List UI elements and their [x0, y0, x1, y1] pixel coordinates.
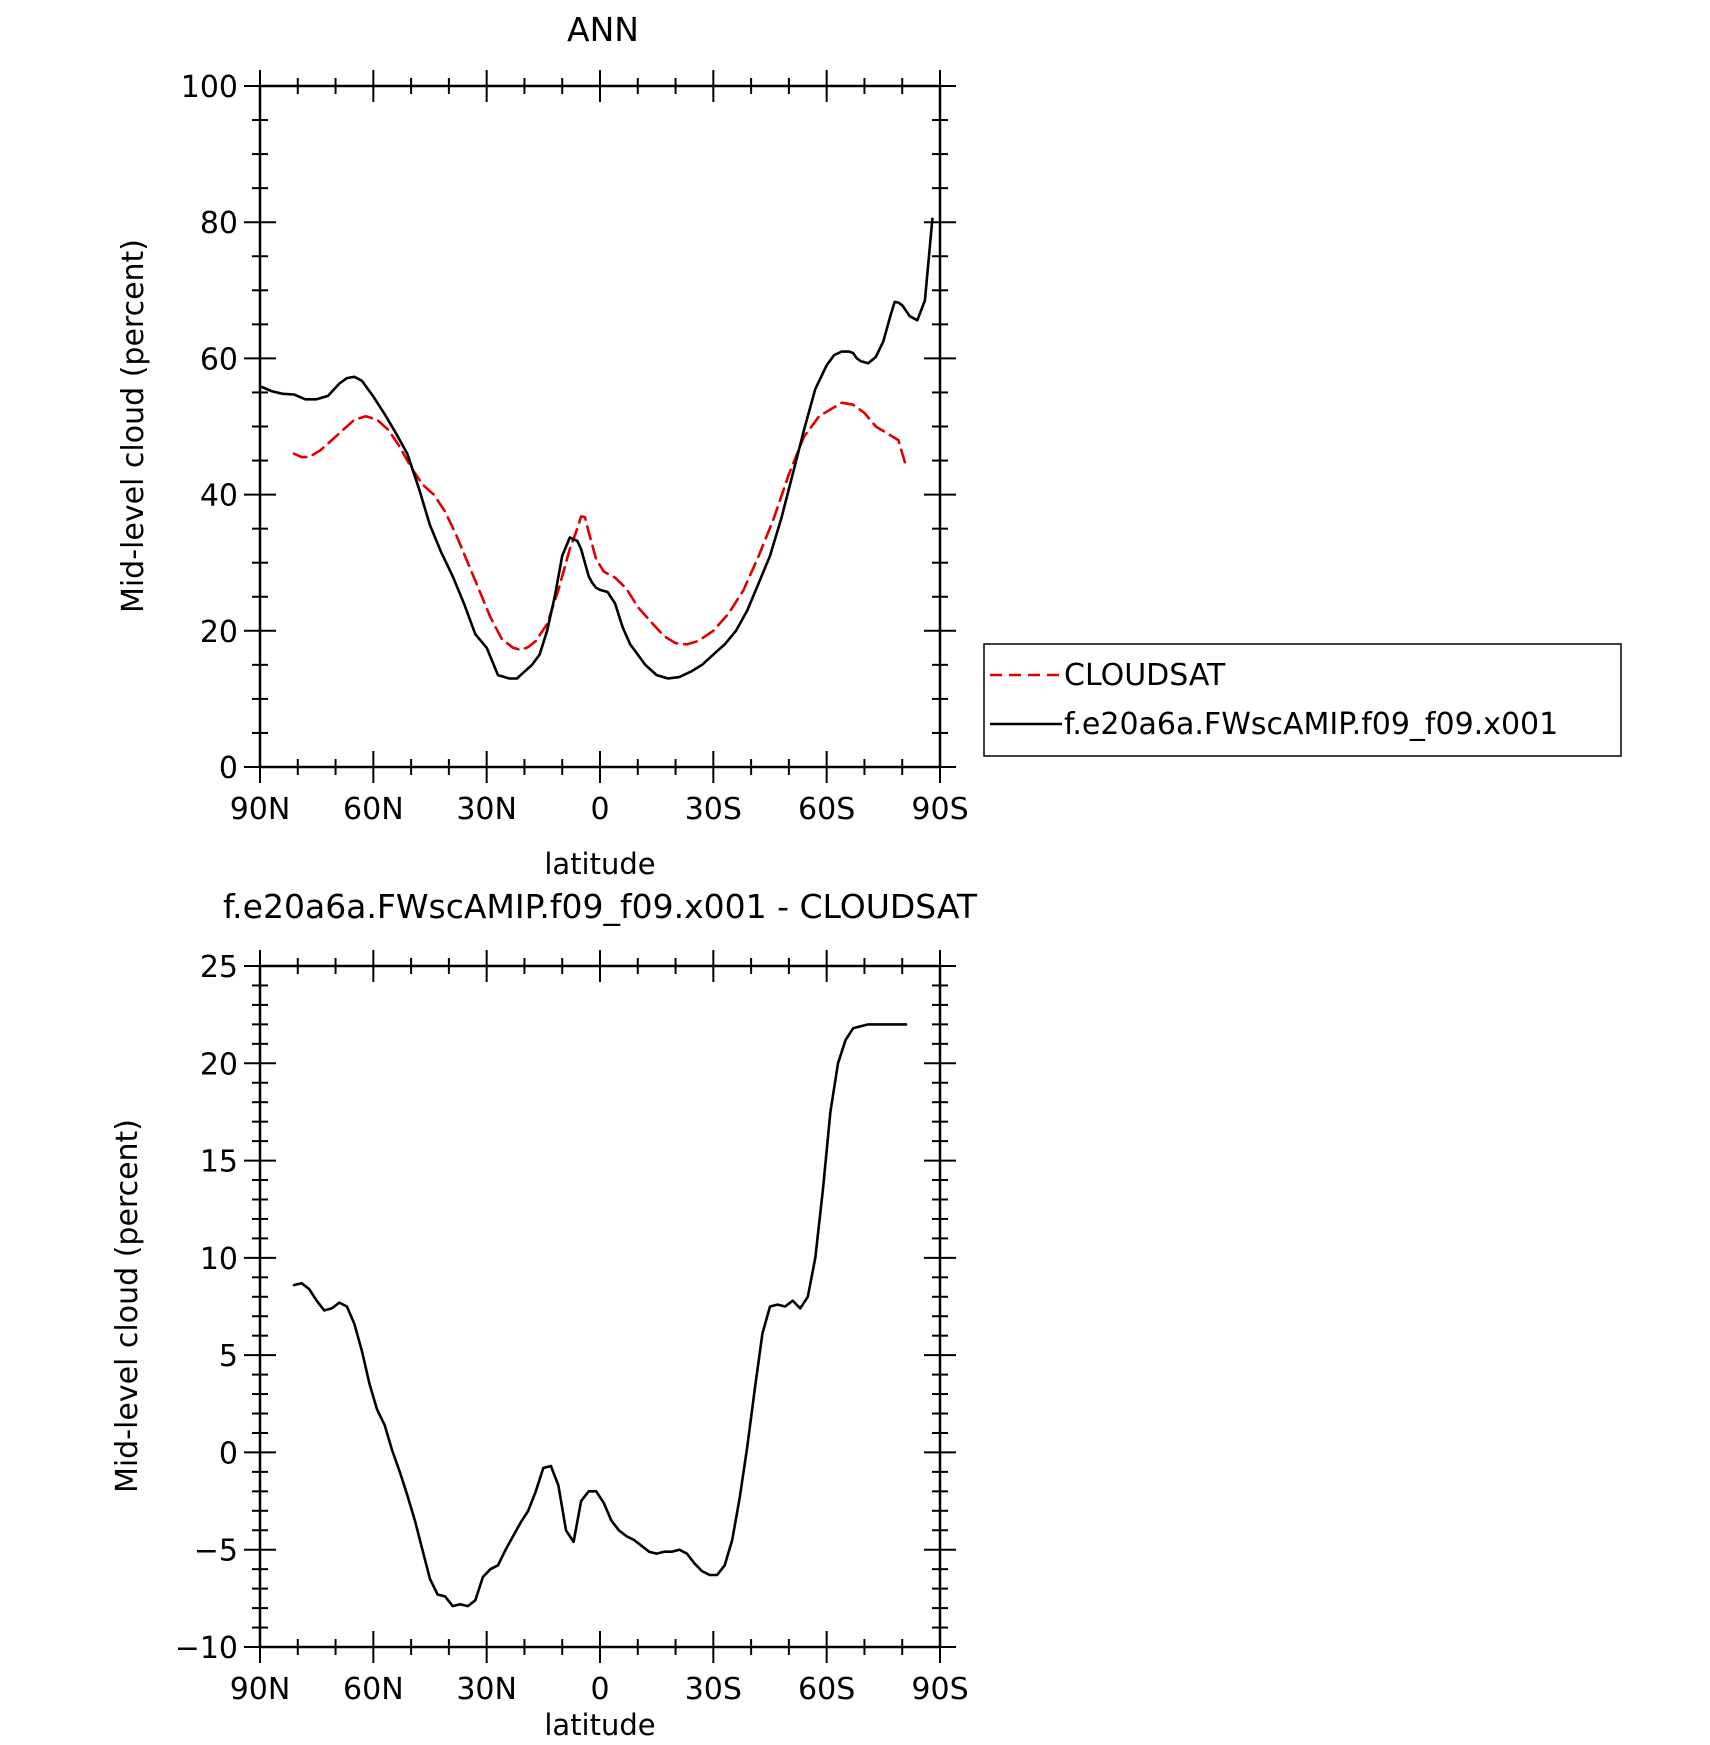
x-tick-label: 60S [798, 1672, 855, 1707]
x-tick-label: 0 [590, 1672, 609, 1707]
y-tick-label: −5 [194, 1534, 238, 1569]
panel-difference: f.e20a6a.FWscAMIP.f09_f09.x001 - CLOUDSA… [110, 887, 978, 1742]
x-tick-label: 60S [798, 792, 855, 827]
series-line-1 [260, 217, 934, 680]
series-line-0 [292, 1023, 908, 1608]
y-tick-label: 60 [200, 342, 238, 377]
x-tick-label: 30S [685, 1672, 742, 1707]
legend-label-cloudsat: CLOUDSAT [1064, 658, 1226, 693]
axis-ticks [244, 70, 956, 783]
x-tick-label: 30S [685, 792, 742, 827]
legend-label-model: f.e20a6a.FWscAMIP.f09_f09.x001 [1064, 707, 1558, 742]
y-tick-label: 10 [200, 1242, 238, 1277]
y-tick-label: 0 [219, 751, 238, 786]
x-tick-label: 90S [911, 1672, 968, 1707]
x-tick-label: 60N [343, 792, 404, 827]
plot-frame [258, 84, 942, 769]
y-axis-label: Mid-level cloud (percent) [110, 1119, 145, 1493]
x-tick-labels: 90N 60N 30N 0 30S 60S 90S [230, 792, 969, 827]
y-tick-labels: 0 20 40 60 80 100 [181, 70, 238, 786]
y-tick-label: 0 [219, 1436, 238, 1471]
chart-title: f.e20a6a.FWscAMIP.f09_f09.x001 - CLOUDSA… [223, 887, 978, 926]
panel-annual-mean: ANN 0 20 40 60 80 100 90N 60N 30N 0 30S 60S 90S Mid… [116, 10, 1622, 881]
y-tick-label: 5 [219, 1339, 238, 1374]
legend-box [983, 643, 1622, 757]
x-tick-label: 90N [230, 792, 291, 827]
x-axis-label: latitude [544, 1708, 655, 1742]
x-tick-labels: 90N 60N 30N 0 30S 60S 90S [230, 1672, 969, 1707]
series-lines [292, 1023, 908, 1608]
x-tick-label: 90S [911, 792, 968, 827]
y-tick-label: 20 [200, 615, 238, 650]
y-tick-label: 25 [200, 950, 238, 985]
x-axis-label: latitude [544, 847, 655, 881]
x-tick-label: 90N [230, 1672, 291, 1707]
chart-title: ANN [567, 10, 639, 49]
y-tick-label: 80 [200, 206, 238, 241]
axis-ticks [244, 950, 956, 1663]
legend: CLOUDSAT f.e20a6a.FWscAMIP.f09_f09.x001 [983, 643, 1622, 757]
x-tick-label: 30N [456, 792, 517, 827]
y-tick-labels: −10 −5 0 5 10 15 20 25 [175, 950, 238, 1666]
y-tick-label: 100 [181, 70, 238, 105]
y-tick-label: 40 [200, 479, 238, 514]
x-tick-label: 30N [456, 1672, 517, 1707]
y-tick-label: −10 [175, 1631, 238, 1666]
y-tick-label: 15 [200, 1145, 238, 1180]
x-tick-label: 60N [343, 1672, 404, 1707]
y-axis-label: Mid-level cloud (percent) [116, 239, 151, 613]
y-tick-label: 20 [200, 1047, 238, 1082]
series-line-0 [292, 401, 908, 652]
x-tick-label: 0 [590, 792, 609, 827]
series-lines [260, 217, 934, 680]
